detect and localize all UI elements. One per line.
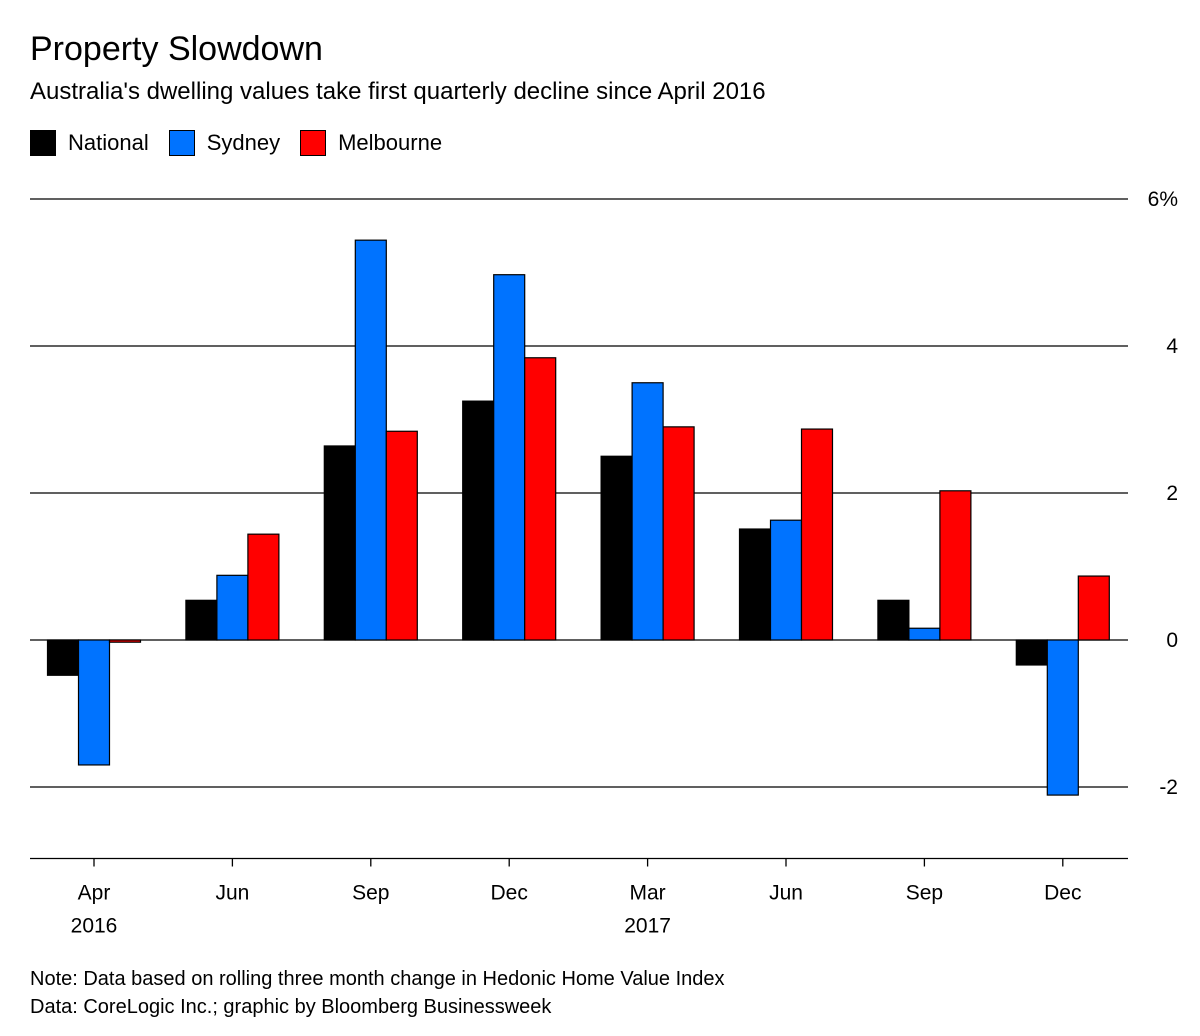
y-tick-label: 4 — [1166, 335, 1178, 358]
legend-swatch-national — [30, 130, 56, 156]
x-tick-label: Sep — [352, 882, 389, 905]
bar-melbourne-apr — [108, 639, 142, 643]
legend-item-melbourne: Melbourne — [300, 130, 442, 156]
chart-title: Property Slowdown — [30, 30, 323, 68]
bar-sydney-dec — [493, 274, 526, 641]
bar-sydney-mar — [631, 382, 664, 641]
bar-melbourne-jun — [247, 533, 280, 641]
chart-subtitle: Australia's dwelling values take first q… — [30, 78, 766, 105]
bar-sydney-dec — [1046, 639, 1079, 796]
x-tick-label: Sep — [906, 882, 943, 905]
legend-item-national: National — [30, 130, 149, 156]
legend: National Sydney Melbourne — [30, 130, 442, 156]
y-tick-label: 0 — [1166, 629, 1178, 652]
bar-melbourne-mar — [662, 426, 695, 641]
legend-label-national: National — [68, 130, 149, 155]
bar-melbourne-dec — [1077, 575, 1110, 641]
bar-national-jun — [738, 528, 772, 641]
bar-national-jun — [185, 599, 218, 641]
y-tick-label: 2 — [1166, 482, 1178, 505]
legend-swatch-sydney — [168, 130, 195, 156]
bar-sydney-sep — [908, 627, 941, 641]
bar-sydney-apr — [77, 639, 111, 766]
note-text: Note: Data based on rolling three month … — [30, 968, 725, 990]
x-year-label: 2016 — [71, 915, 118, 938]
bar-national-apr — [46, 639, 80, 676]
source-text: Data: CoreLogic Inc.; graphic by Bloombe… — [30, 996, 552, 1018]
x-tick-label: Dec — [491, 882, 528, 905]
bar-melbourne-dec — [524, 357, 557, 641]
bar-sydney-jun — [769, 519, 803, 641]
bar-national-mar — [600, 455, 633, 641]
x-year-label: 2017 — [624, 915, 671, 938]
x-tick-label: Dec — [1044, 882, 1081, 905]
x-tick-label: Mar — [630, 882, 666, 905]
legend-label-sydney: Sydney — [206, 130, 281, 155]
bar-national-sep — [877, 599, 910, 641]
bar-melbourne-jun — [800, 428, 834, 641]
y-tick-label: 6% — [1148, 188, 1178, 211]
legend-label-melbourne: Melbourne — [338, 130, 443, 155]
x-tick-label: Jun — [769, 882, 803, 905]
bar-melbourne-sep — [939, 490, 972, 641]
x-tick-label: Jun — [215, 882, 249, 905]
bar-melbourne-sep — [385, 430, 418, 641]
legend-swatch-melbourne — [300, 130, 327, 156]
bar-national-dec — [462, 400, 495, 641]
bar-national-dec — [1015, 639, 1048, 666]
y-tick-label: -2 — [1159, 776, 1178, 799]
bar-sydney-sep — [354, 239, 387, 641]
x-tick-label: Apr — [78, 882, 111, 905]
legend-item-sydney: Sydney — [168, 130, 281, 156]
bar-national-sep — [323, 445, 356, 641]
bar-sydney-jun — [216, 574, 249, 641]
